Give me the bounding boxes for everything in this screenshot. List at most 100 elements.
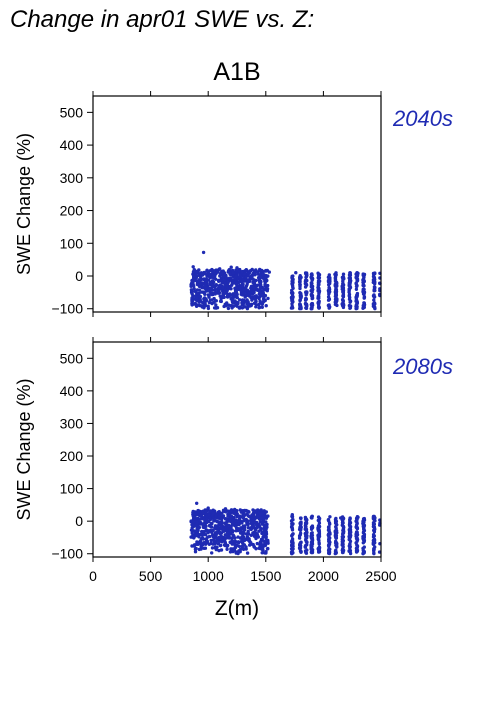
- data-point: [356, 271, 360, 276]
- data-point: [198, 539, 203, 543]
- data-point: [304, 291, 308, 295]
- data-point: [340, 539, 344, 544]
- x-tick-label: 0: [89, 568, 97, 584]
- data-point: [298, 542, 302, 546]
- data-point: [192, 302, 196, 306]
- data-point: [210, 551, 214, 555]
- data-point: [348, 551, 353, 556]
- data-point: [333, 541, 338, 545]
- data-point: [304, 525, 308, 529]
- y-tick-label: 200: [60, 203, 84, 219]
- data-point: [228, 272, 232, 276]
- data-point: [228, 528, 232, 532]
- data-point: [221, 274, 226, 279]
- data-point: [210, 267, 214, 272]
- data-point: [354, 281, 358, 286]
- data-point: [242, 288, 247, 292]
- data-point: [237, 275, 241, 279]
- y-tick-label: −100: [51, 301, 83, 317]
- data-point: [217, 279, 221, 283]
- data-point: [247, 514, 251, 519]
- data-point: [189, 519, 193, 523]
- data-point: [254, 536, 258, 541]
- data-point: [193, 523, 198, 528]
- data-point: [264, 510, 268, 514]
- data-point: [223, 291, 228, 295]
- data-point: [252, 545, 257, 549]
- data-point: [245, 306, 250, 311]
- data-point: [348, 517, 352, 521]
- data-point: [253, 294, 257, 298]
- data-point: [348, 535, 353, 539]
- data-point: [248, 269, 252, 274]
- data-point: [290, 302, 294, 306]
- data-point: [213, 546, 217, 550]
- data-point: [310, 287, 315, 291]
- data-point: [341, 277, 345, 281]
- data-point: [206, 529, 210, 533]
- data-point: [217, 284, 222, 288]
- data-point: [326, 533, 331, 537]
- data-point: [317, 292, 321, 296]
- data-point: [362, 551, 366, 555]
- data-point: [251, 290, 255, 294]
- data-point: [340, 550, 345, 555]
- data-point: [317, 521, 322, 525]
- data-point: [361, 538, 366, 542]
- period-label: 2080s: [392, 354, 453, 379]
- data-point: [211, 538, 216, 542]
- data-point: [372, 547, 376, 551]
- data-point: [190, 523, 194, 527]
- data-point: [205, 269, 209, 273]
- data-point: [246, 522, 250, 527]
- data-point: [190, 279, 195, 284]
- data-point: [316, 518, 320, 523]
- data-point: [264, 304, 268, 308]
- data-point: [214, 283, 218, 287]
- data-point: [190, 296, 194, 300]
- data-point: [348, 283, 352, 287]
- data-point: [299, 294, 303, 298]
- data-point: [230, 536, 234, 540]
- data-point: [199, 514, 204, 518]
- data-point: [263, 551, 267, 555]
- data-point: [316, 285, 320, 290]
- data-point: [372, 278, 376, 282]
- data-point: [340, 298, 345, 302]
- data-point: [290, 296, 294, 301]
- data-point: [249, 295, 253, 300]
- data-point: [255, 287, 259, 291]
- data-point: [242, 531, 246, 535]
- data-point: [245, 551, 250, 555]
- data-point: [297, 280, 302, 284]
- data-point: [212, 280, 216, 284]
- data-point: [327, 286, 331, 290]
- data-point: [193, 550, 198, 554]
- data-point: [206, 506, 210, 510]
- y-axis-label: SWE Change (%): [14, 133, 34, 275]
- data-point: [206, 278, 211, 282]
- y-tick-label: 500: [60, 104, 84, 120]
- data-point: [372, 540, 376, 545]
- data-point: [245, 302, 250, 306]
- data-point: [198, 272, 202, 277]
- data-point: [229, 514, 234, 518]
- data-point: [252, 509, 256, 514]
- data-point: [231, 304, 236, 308]
- panel-2040s: −100 0 100 200 300 400 500 SWE Change (%) 2040…: [14, 91, 453, 317]
- data-point: [303, 278, 308, 283]
- data-point: [229, 304, 233, 308]
- data-point: [191, 265, 195, 269]
- data-point: [362, 523, 367, 528]
- data-point: [299, 522, 303, 526]
- data-point: [263, 281, 267, 285]
- data-point: [201, 522, 206, 526]
- data-point: [341, 545, 345, 549]
- data-point: [224, 529, 228, 533]
- scatter-points: [189, 501, 382, 556]
- data-point: [259, 528, 263, 532]
- data-point: [373, 516, 377, 520]
- y-tick-label: 0: [75, 513, 83, 529]
- data-point: [201, 282, 205, 286]
- data-point: [310, 272, 314, 277]
